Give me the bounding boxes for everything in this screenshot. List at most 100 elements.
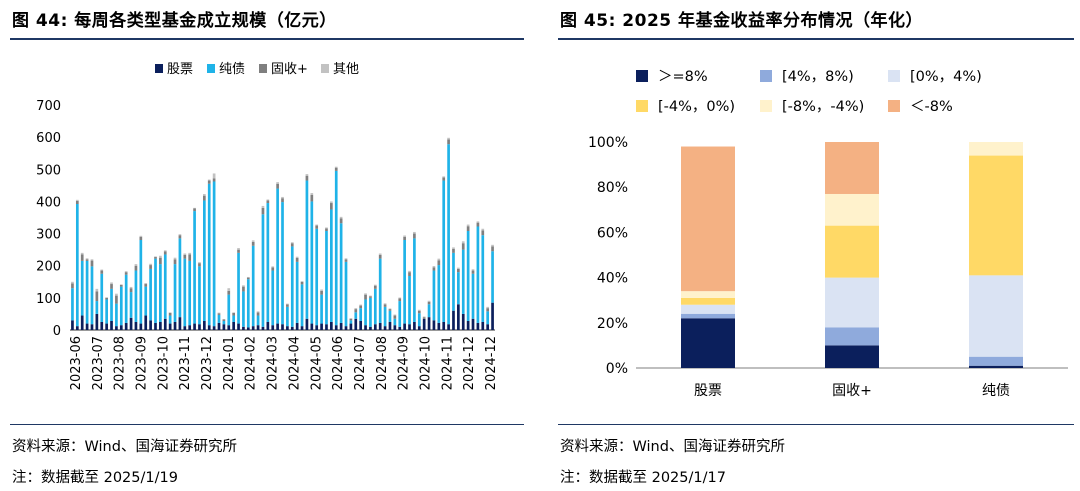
x-tick-label: 2023-08 (113, 336, 128, 390)
bar-segment (198, 263, 201, 267)
bar-segment (476, 226, 480, 323)
bar-segment (442, 321, 446, 330)
bar-segment (403, 323, 406, 330)
bar-segment (447, 137, 450, 140)
bar-segment (481, 230, 485, 236)
bar-segment (178, 235, 182, 239)
bar-segment (422, 317, 426, 319)
bar-segment (349, 318, 353, 319)
bar-segment (261, 207, 265, 215)
bar-segment (417, 310, 421, 314)
bar-segment (80, 254, 84, 261)
bar-segment (95, 288, 99, 292)
bar-segment (227, 288, 231, 291)
y-tick-label: 0% (606, 361, 628, 377)
bar-segment (422, 316, 426, 318)
bar-segment (188, 254, 192, 261)
bar-segment (388, 308, 392, 310)
left-figure-panel: 图 44: 每周各类型基金成立规模（亿元） 股票 纯债 固收+ 其他 0 100 200 30… (0, 0, 530, 491)
bar-segment (105, 323, 108, 330)
bar-segment (825, 142, 879, 194)
x-tick-label: 2023-06 (69, 336, 84, 390)
bar-segment (315, 225, 319, 229)
bar-segment (149, 265, 152, 269)
bar-segment (310, 193, 314, 195)
bar-segment (373, 284, 377, 286)
bar-segment (188, 252, 192, 255)
bar-segment (286, 326, 289, 330)
right-footer-divider (558, 424, 1074, 425)
bar-segment (115, 303, 118, 327)
bar-segment (173, 264, 177, 322)
bar-segment (447, 144, 450, 325)
bar-segment (232, 315, 235, 322)
bar-segment (481, 321, 485, 330)
legend-label: ＞=8% (658, 69, 708, 85)
bar-segment (217, 312, 221, 314)
bar-segment (129, 317, 133, 330)
bar-segment (105, 297, 108, 300)
bar-segment (491, 246, 494, 252)
bar-segment (330, 209, 333, 322)
bar-segment (417, 309, 421, 311)
bar-segment (207, 179, 211, 181)
bar-segment (276, 188, 279, 324)
bar-segment (491, 244, 494, 247)
bar-segment (442, 180, 446, 322)
bar-segment (310, 195, 314, 202)
bar-segment (408, 276, 411, 325)
bar-segment (305, 174, 309, 176)
bar-segment (246, 277, 250, 280)
bar-segment (442, 176, 446, 178)
bar-segment (115, 326, 118, 330)
bar-segment (149, 263, 152, 266)
bar-segment (276, 183, 279, 189)
legend-label: 固收+ (271, 62, 308, 77)
bar-segment (212, 178, 216, 182)
legend-swatch (888, 70, 900, 82)
bar-segment (227, 290, 231, 295)
bar-segment (227, 325, 231, 330)
bar-segment (237, 323, 240, 330)
bar-segment (266, 203, 270, 322)
bar-segment (364, 293, 367, 295)
bar-segment (466, 321, 470, 330)
bar-segment (452, 310, 455, 330)
bar-segment (159, 264, 162, 322)
bar-segment (198, 262, 201, 264)
bar-segment (466, 224, 470, 227)
right-bars (681, 142, 1023, 368)
y-tick-label: 40% (597, 271, 628, 287)
bar-segment (452, 252, 455, 311)
bar-segment (110, 321, 113, 330)
bar-segment (71, 288, 74, 321)
bar-segment (452, 249, 455, 253)
bar-segment (373, 288, 377, 325)
bar-segment (222, 324, 226, 330)
left-footer-divider (10, 424, 524, 425)
bar-segment (334, 167, 338, 171)
right-figure-panel: 图 45: 2025 年基金收益率分布情况（年化） ＞=8% [4%，8%) [0%… (548, 0, 1080, 491)
y-tick-label: 100% (588, 135, 628, 151)
bar-segment (461, 313, 465, 330)
bar-segment (203, 200, 206, 321)
bar-segment (134, 264, 138, 266)
bar-segment (437, 260, 441, 266)
bar-segment (144, 286, 148, 316)
bar-segment (315, 325, 319, 330)
left-figure-title: 图 44: 每周各类型基金成立规模（亿元） (12, 11, 337, 31)
bar-segment (330, 203, 333, 210)
bar-segment (408, 324, 411, 330)
bar-segment (344, 258, 348, 260)
x-tick-label: 2024-04 (287, 336, 302, 390)
x-tick-label: 2024-12 (462, 336, 477, 390)
bar-segment (437, 265, 441, 323)
bar-segment (461, 243, 465, 250)
bar-segment (349, 318, 353, 321)
y-tick-label: 0 (53, 324, 61, 339)
bar-segment (373, 324, 377, 330)
bar-segment (364, 325, 367, 330)
bar-segment (266, 321, 270, 330)
bar-segment (825, 277, 879, 328)
bar-segment (75, 204, 79, 327)
